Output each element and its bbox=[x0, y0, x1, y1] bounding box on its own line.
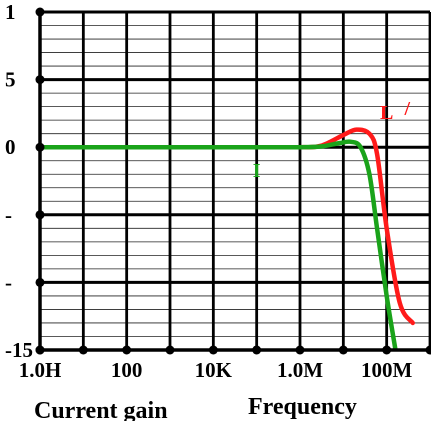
x-axis-marker bbox=[338, 345, 348, 355]
x-axis-marker bbox=[252, 345, 262, 355]
x-axis-marker bbox=[295, 345, 305, 355]
x-tick-label: 100M bbox=[361, 358, 413, 382]
x-tick-label: 1.0M bbox=[277, 358, 323, 382]
series-layer bbox=[40, 127, 416, 350]
y-tick-label: - bbox=[5, 203, 12, 227]
series-annotation: L bbox=[380, 102, 393, 124]
tick-labels: 1 5 0 - - -151.0H 100 10K 1.0M 100M bbox=[5, 0, 413, 382]
x-tick-label: 100 bbox=[111, 358, 143, 382]
y-tick-label: -15 bbox=[5, 338, 33, 362]
series-line-2 bbox=[40, 139, 398, 350]
x-tick-label: 1.0H bbox=[19, 358, 62, 382]
x-axis-title: Frequency bbox=[248, 394, 357, 420]
annotations: L / I bbox=[253, 98, 411, 182]
y-axis-marker bbox=[35, 75, 45, 85]
x-tick-label: 10K bbox=[195, 358, 233, 382]
y-tick-label: 0 bbox=[5, 135, 16, 159]
x-axis-marker bbox=[425, 345, 431, 355]
y-axis-marker bbox=[35, 7, 45, 17]
axes bbox=[35, 7, 431, 355]
y-axis-marker bbox=[35, 277, 45, 287]
y-axis-title: Current gain bbox=[34, 398, 168, 421]
series-line-1 bbox=[40, 127, 416, 326]
y-axis-marker bbox=[35, 142, 45, 152]
y-tick-label: - bbox=[5, 270, 12, 294]
y-tick-label: 5 bbox=[5, 68, 16, 92]
x-axis-marker bbox=[382, 345, 392, 355]
grid bbox=[38, 10, 431, 352]
x-axis-marker bbox=[78, 345, 88, 355]
series-annotation: I bbox=[253, 160, 261, 182]
x-axis-marker bbox=[35, 345, 45, 355]
y-axis-marker bbox=[35, 210, 45, 220]
series-annotation: / bbox=[404, 98, 411, 120]
y-tick-label: 1 bbox=[5, 0, 16, 24]
x-axis-marker bbox=[208, 345, 218, 355]
x-axis-marker bbox=[165, 345, 175, 355]
x-axis-marker bbox=[122, 345, 132, 355]
